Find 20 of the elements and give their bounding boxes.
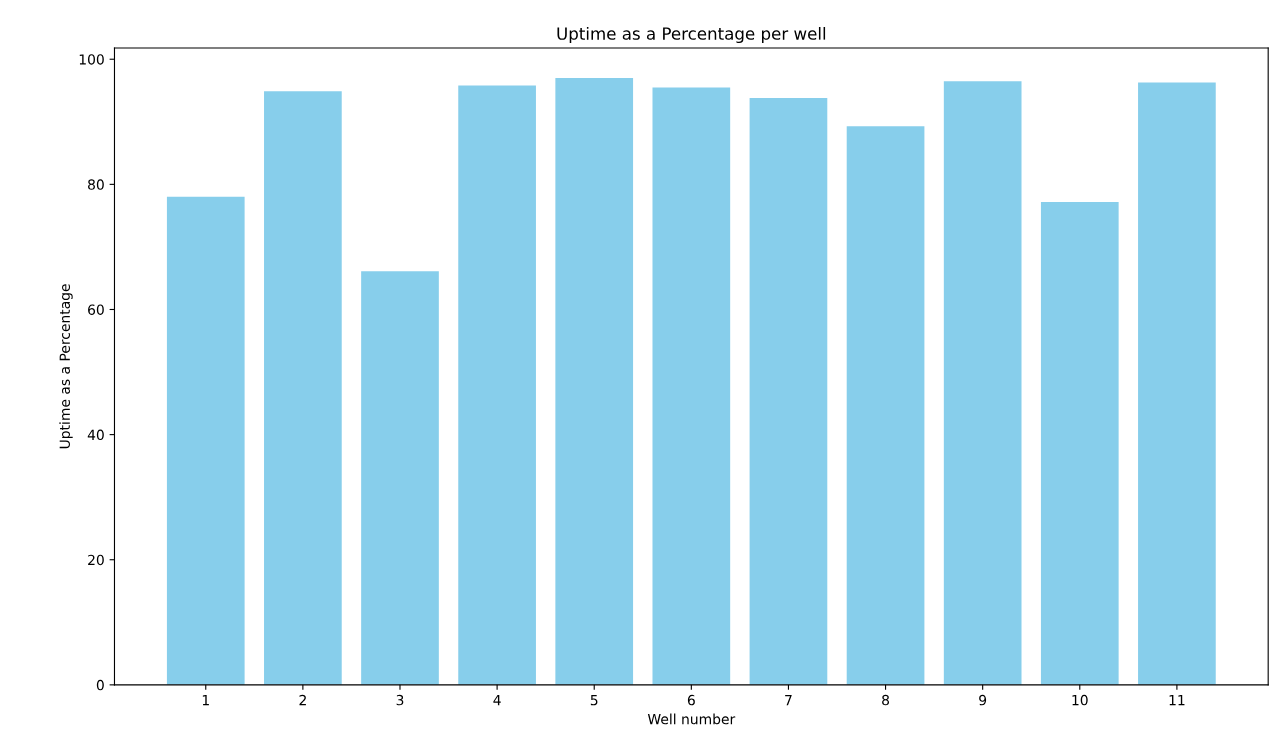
- x-tick-label: 3: [396, 694, 404, 706]
- x-tick-label: 1: [202, 695, 209, 706]
- x-tick-label: 6: [687, 694, 695, 706]
- y-tick-label: 20: [88, 554, 104, 566]
- x-tick-label: 7: [785, 695, 792, 706]
- x-tick-label: 2: [299, 694, 306, 706]
- y-tick-label: 0: [96, 679, 104, 691]
- x-tick-label: 11: [1169, 695, 1185, 706]
- y-tick-label: 40: [87, 429, 104, 441]
- x-tick-label: 8: [882, 694, 890, 706]
- y-tick-label: 100: [79, 54, 104, 65]
- x-tick-label: 5: [590, 695, 598, 706]
- chart-title: Uptime as a Percentage per well: [557, 26, 826, 44]
- x-axis-title: Well number: [647, 713, 736, 725]
- y-tick-label: 80: [88, 179, 104, 190]
- x-tick-label: 10: [1072, 694, 1088, 706]
- x-tick-label: 4: [493, 695, 501, 706]
- y-tick-label: 60: [88, 304, 104, 315]
- y-axis-title: Uptime as a Percentage: [59, 284, 73, 449]
- x-tick-label: 9: [979, 694, 987, 706]
